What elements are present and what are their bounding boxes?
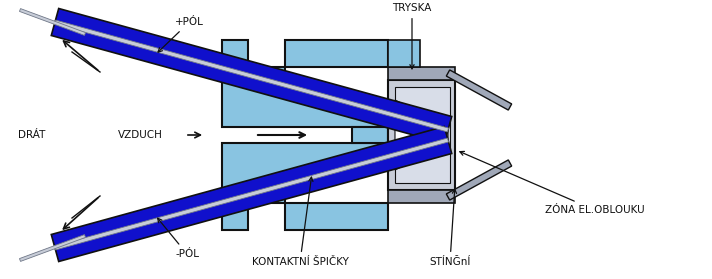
Text: DRÁT: DRÁT [18,130,46,140]
Polygon shape [388,190,455,203]
Polygon shape [388,80,455,190]
Polygon shape [395,100,448,170]
Polygon shape [388,40,420,67]
Text: KONTAKTNÍ ŠPIČKY: KONTAKTNÍ ŠPIČKY [251,177,348,267]
Polygon shape [222,40,388,127]
Polygon shape [446,70,512,110]
Polygon shape [352,127,388,143]
Polygon shape [285,40,388,67]
Polygon shape [19,9,85,35]
Polygon shape [395,87,450,183]
Polygon shape [51,126,451,261]
Polygon shape [446,160,512,200]
Text: -PÓL: -PÓL [157,218,199,259]
Polygon shape [19,235,85,261]
Polygon shape [55,138,449,250]
Polygon shape [51,8,451,143]
Polygon shape [388,67,455,80]
Text: STÍNĞnÍ: STÍNĞnÍ [429,189,471,267]
Text: +PÓL: +PÓL [158,17,204,52]
Polygon shape [222,143,388,230]
Text: ZÓNA EL.OBLOUKU: ZÓNA EL.OBLOUKU [460,151,644,215]
Polygon shape [55,20,449,132]
Text: VZDUCH: VZDUCH [118,130,163,140]
Polygon shape [285,203,388,230]
Text: TRYSKA: TRYSKA [392,3,431,69]
